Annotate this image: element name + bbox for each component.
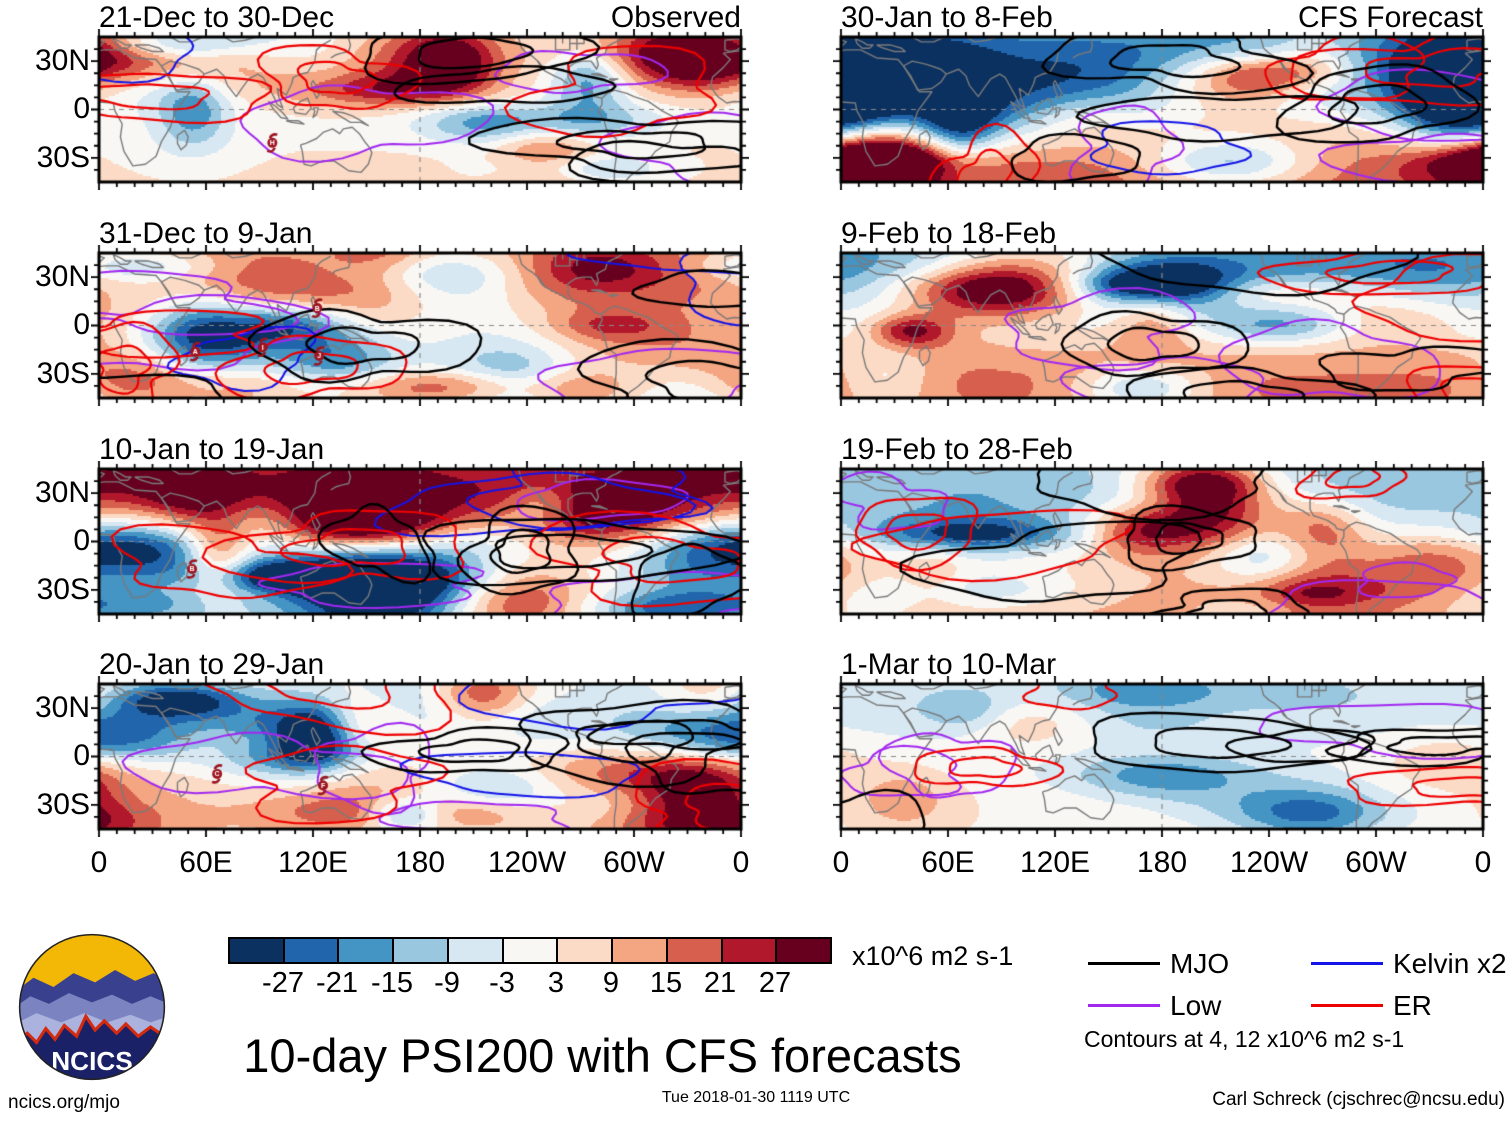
panel-subtitle-observed: Observed [610, 1, 741, 34]
legend-label-er: ER [1393, 990, 1432, 1021]
map-canvas-fcst-3 [833, 461, 1491, 622]
timestamp: Tue 2018-01-30 1119 UTC [661, 1089, 851, 1106]
legend-note: Contours at 4, 12 x10^6 m2 s-1 [1084, 1026, 1405, 1052]
colorbar-tick: 9 [602, 967, 620, 999]
author-credit: Carl Schreck (cjschrec@ncsu.edu) [1212, 1089, 1505, 1110]
y-axis-label: 30S [36, 788, 90, 821]
colorbar-cell [613, 939, 668, 962]
y-axis-label: 0 [73, 739, 90, 772]
legend-line-mjo [1088, 962, 1160, 965]
logo-base [19, 1016, 165, 1080]
x-axis-label: 0 [832, 846, 850, 879]
logo-text: NCICS [51, 1046, 132, 1076]
map-canvas-fcst-2 [833, 245, 1491, 406]
colorbar-tick: -21 [316, 967, 358, 999]
colorbar-cell [339, 939, 395, 962]
panel-title: 19-Feb to 28-Feb [841, 433, 1073, 466]
y-axis-label: 30S [36, 357, 90, 390]
y-axis-label: 0 [73, 524, 90, 557]
x-axis-label: 120W [1229, 846, 1309, 879]
colorbar-tick: 27 [758, 967, 792, 999]
x-axis-label: 180 [1136, 846, 1188, 879]
x-axis-label: 60W [603, 846, 665, 879]
panel-title: 20-Jan to 29-Jan [99, 648, 325, 681]
colorbar-tick: -15 [371, 967, 413, 999]
ncics-logo: NCICS [18, 933, 166, 1081]
y-axis-label: 0 [73, 92, 90, 125]
x-axis-label: 180 [394, 846, 446, 879]
x-axis-label: 120E [277, 846, 349, 879]
x-axis-label: 120W [487, 846, 567, 879]
panel-title: 30-Jan to 8-Feb [841, 1, 1053, 34]
panel-title: 21-Dec to 30-Dec [99, 1, 335, 34]
figure-title: 10-day PSI200 with CFS forecasts [243, 1029, 962, 1082]
x-axis-label: 60W [1345, 846, 1407, 879]
map-canvas-obs-4 [91, 676, 749, 837]
x-axis-label: 0 [90, 846, 108, 879]
panel-title: 1-Mar to 10-Mar [841, 648, 1057, 681]
colorbar-tick: -9 [434, 967, 460, 999]
map-canvas-obs-1 [91, 29, 749, 190]
y-axis-label: 30N [34, 691, 90, 724]
colorbar-cell [722, 939, 778, 962]
panel-title: 9-Feb to 18-Feb [841, 217, 1057, 250]
x-axis-label: 60E [179, 846, 233, 879]
panel-title: 31-Dec to 9-Jan [99, 217, 313, 250]
colorbar-cell [558, 939, 614, 962]
colorbar-cell [777, 939, 831, 962]
map-canvas-obs-3 [91, 461, 749, 622]
y-axis-label: 30N [34, 44, 90, 77]
colorbar-tick: 3 [547, 967, 565, 999]
colorbar [228, 937, 832, 964]
colorbar-tick: -27 [262, 967, 304, 999]
colorbar-cell [230, 939, 285, 962]
legend-label-kelvin: Kelvin x2 [1393, 948, 1507, 979]
colorbar-cell [667, 939, 723, 962]
colorbar-tick: -3 [489, 967, 515, 999]
panel-title: 10-Jan to 19-Jan [99, 433, 325, 466]
map-canvas-obs-2 [91, 245, 749, 406]
colorbar-cell [284, 939, 340, 962]
x-axis-label: 0 [732, 846, 750, 879]
colorbar-cell [394, 939, 449, 962]
y-axis-label: 0 [73, 308, 90, 341]
legend-line-kelvin [1311, 962, 1383, 965]
colorbar-tick: 21 [703, 967, 737, 999]
panel-subtitle-forecast: CFS Forecast [1297, 1, 1483, 34]
legend-line-er [1311, 1004, 1383, 1007]
x-axis-label: 0 [1474, 846, 1492, 879]
logo-ridge-line [19, 1013, 165, 1046]
legend-label-mjo: MJO [1170, 948, 1230, 979]
y-axis-label: 30N [34, 476, 90, 509]
y-axis-label: 30N [34, 260, 90, 293]
map-canvas-fcst-1 [833, 29, 1491, 190]
legend-label-low: Low [1170, 990, 1222, 1021]
colorbar-cell [448, 939, 504, 962]
map-canvas-fcst-4 [833, 676, 1491, 837]
x-axis-label: 120E [1019, 846, 1091, 879]
colorbar-tick: 15 [649, 967, 683, 999]
legend-line-low [1088, 1004, 1160, 1007]
x-axis-label: 60E [921, 846, 975, 879]
colorbar-unit: x10^6 m2 s-1 [852, 941, 1014, 971]
y-axis-label: 30S [36, 573, 90, 606]
site-url: ncics.org/mjo [8, 1092, 120, 1113]
colorbar-cell [503, 939, 559, 962]
y-axis-label: 30S [36, 141, 90, 174]
